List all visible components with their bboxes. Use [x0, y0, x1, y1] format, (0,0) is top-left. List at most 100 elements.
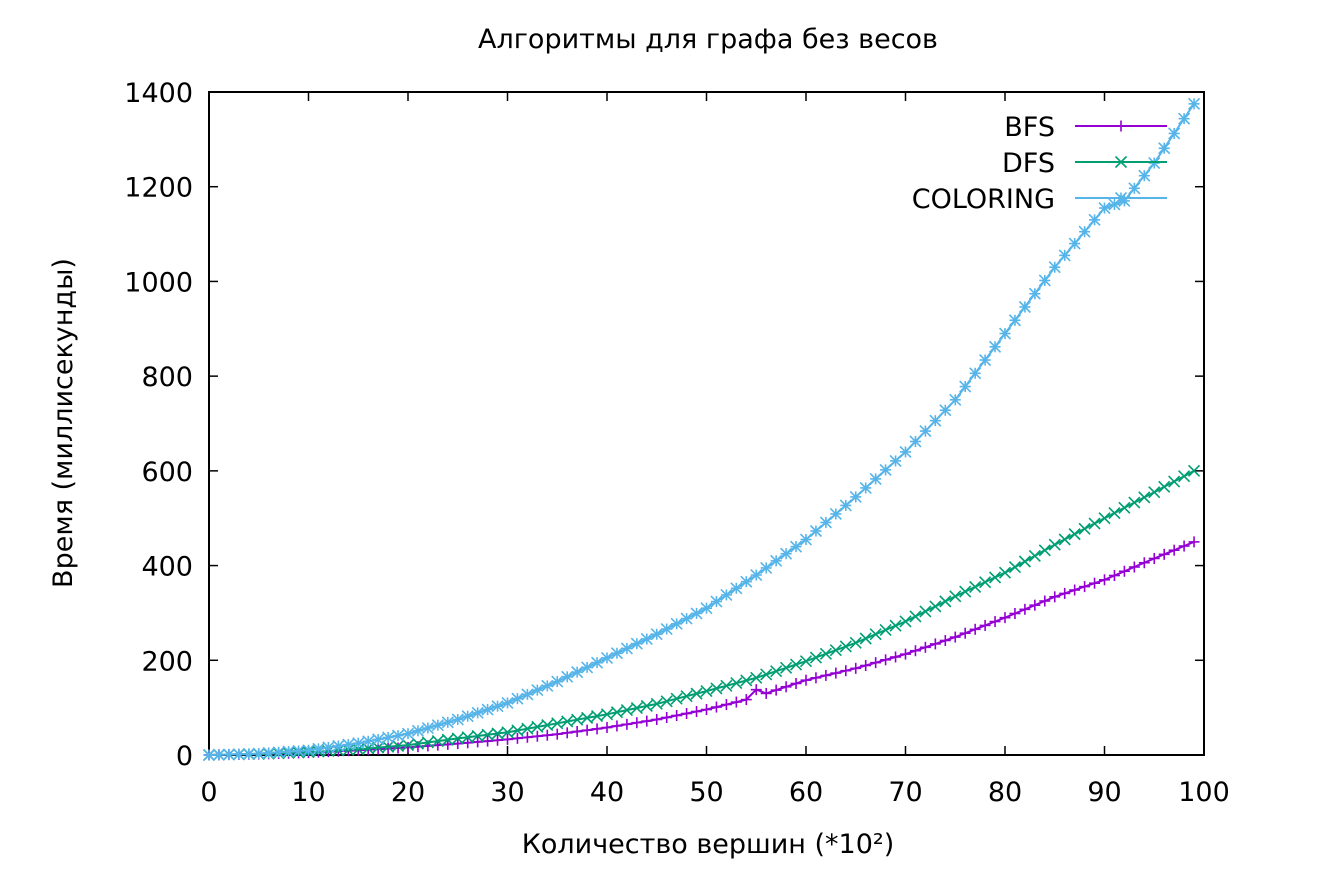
data-point [511, 732, 523, 744]
data-point [760, 561, 773, 575]
data-point [382, 743, 394, 755]
data-point [730, 696, 742, 708]
data-point [989, 616, 1001, 628]
y-tick-label: 200 [141, 646, 193, 677]
data-point [1138, 169, 1151, 182]
data-point [680, 612, 693, 625]
data-point [411, 737, 425, 750]
data-point [1098, 512, 1111, 525]
data-point [1158, 548, 1170, 560]
data-point [919, 641, 931, 653]
data-point [431, 735, 444, 748]
data-point [501, 696, 514, 709]
data-point [959, 627, 971, 639]
data-point [680, 690, 693, 703]
data-point [789, 540, 803, 553]
data-point [819, 647, 832, 660]
series-line-bfs [208, 540, 1195, 756]
data-point [451, 732, 464, 745]
data-point [661, 711, 673, 723]
data-point [959, 585, 972, 598]
data-point [471, 706, 484, 719]
data-point [770, 665, 783, 678]
data-point [581, 661, 594, 674]
data-point [561, 670, 574, 683]
data-point [590, 710, 604, 723]
data-point [1088, 517, 1101, 530]
data-point [1128, 182, 1141, 195]
data-point [1178, 470, 1191, 483]
data-point [740, 575, 753, 588]
data-point [730, 582, 743, 595]
data-point [760, 668, 773, 681]
data-point [681, 708, 693, 720]
data-point [969, 580, 982, 593]
data-point [1178, 112, 1191, 125]
data-point [869, 472, 882, 485]
data-point [511, 692, 524, 705]
data-point [461, 710, 474, 723]
data-point [909, 610, 922, 623]
data-point [750, 671, 763, 684]
data-point [1048, 261, 1061, 274]
data-point [591, 723, 603, 735]
data-point [491, 727, 504, 740]
data-point [1048, 538, 1061, 551]
data-point [1148, 486, 1161, 499]
data-point [701, 704, 712, 716]
data-point [1148, 156, 1161, 170]
data-point [819, 516, 832, 529]
data-point [521, 731, 533, 743]
data-point [1187, 464, 1201, 477]
data-point [1068, 237, 1081, 250]
data-point [1158, 480, 1171, 493]
data-point [870, 657, 882, 669]
data-point [551, 675, 564, 688]
data-point [521, 722, 534, 735]
data-point [372, 733, 385, 746]
data-point [372, 743, 384, 755]
data-point [600, 708, 614, 721]
data-point [880, 654, 892, 666]
data-point [1058, 249, 1071, 262]
data-point [620, 704, 633, 717]
data-point [640, 699, 653, 713]
data-point [451, 713, 464, 726]
legend: BFS DFS COLORING [912, 112, 1167, 215]
data-point [521, 688, 534, 701]
data-point [1158, 142, 1171, 155]
data-point [292, 744, 305, 757]
data-point [352, 737, 365, 750]
data-point [849, 636, 862, 649]
data-point [202, 748, 216, 762]
data-point [1019, 603, 1031, 615]
data-point [949, 590, 962, 603]
x-tick-label: 50 [689, 777, 723, 808]
data-point [799, 655, 813, 668]
data-point [810, 672, 822, 684]
x-tick-label: 10 [291, 777, 325, 808]
data-point [919, 425, 932, 438]
data-point [671, 710, 683, 722]
data-point [939, 634, 951, 646]
data-point [531, 720, 544, 733]
data-point [232, 748, 245, 761]
data-point [610, 647, 624, 660]
data-point [1018, 555, 1031, 568]
data-point [650, 628, 663, 641]
data-point [611, 720, 623, 732]
data-point [790, 677, 802, 689]
data-point [411, 724, 425, 737]
data-point [1187, 97, 1201, 110]
data-point [571, 713, 584, 726]
data-point [631, 717, 643, 729]
data-point [1028, 287, 1041, 300]
data-point [1089, 577, 1101, 589]
x-tick-label: 60 [789, 777, 823, 808]
data-point [620, 642, 633, 655]
data-point [710, 682, 723, 695]
y-tick-label: 600 [141, 457, 193, 488]
data-point [850, 662, 862, 674]
data-point [740, 674, 753, 687]
